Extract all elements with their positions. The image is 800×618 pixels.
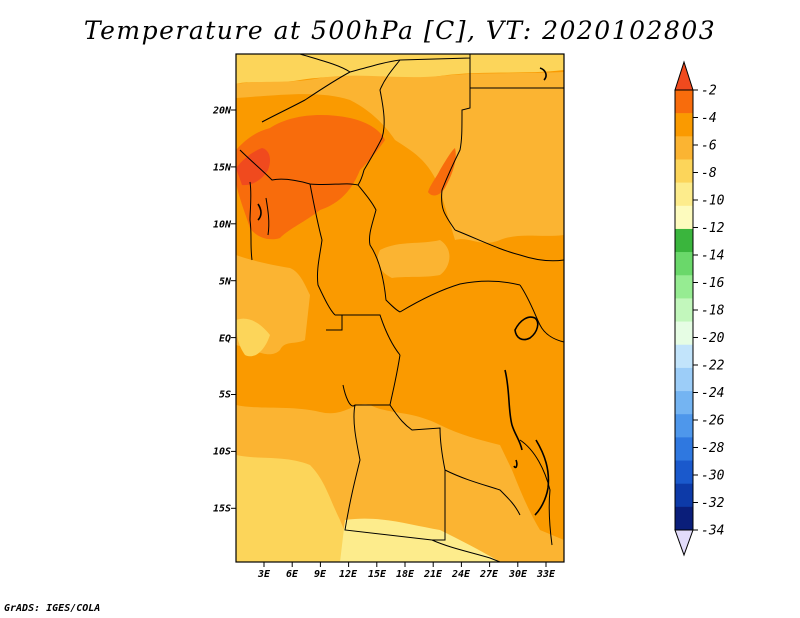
- colorbar-label: -4: [701, 111, 717, 126]
- colorbar-segment: [675, 321, 693, 346]
- colorbar-label: -6: [701, 139, 717, 154]
- lat-label-15N: 15N: [213, 163, 232, 174]
- colorbar-segment: [675, 182, 693, 207]
- colorbar-label: -10: [701, 194, 725, 209]
- colorbar-segment: [675, 391, 693, 415]
- colorbar-label: -24: [701, 386, 724, 401]
- colorbar-segment: [675, 205, 693, 230]
- colorbar-segment: [675, 460, 693, 484]
- temperature-field: [236, 54, 564, 562]
- lon-label-15E: 15E: [368, 569, 387, 580]
- colorbar-label: -26: [701, 414, 725, 429]
- colorbar-segment: [675, 90, 693, 114]
- lon-label-6E: 6E: [286, 569, 299, 580]
- colorbar-label: -32: [701, 496, 725, 511]
- colorbar-segment: [675, 437, 693, 461]
- colorbar-label: -20: [701, 331, 725, 346]
- colorbar-label: -30: [701, 469, 725, 484]
- colorbar-segment: [675, 159, 693, 183]
- colorbar-segment: [675, 344, 693, 369]
- lakes: [257, 67, 550, 516]
- map-title: Temperature at 500hPa [C], VT: 202010280…: [83, 16, 717, 45]
- longitude-axis: 3E 6E 9E 12E 15E 18E 21E 24E 27E 30E 33E: [257, 569, 556, 580]
- colorbar-segment: [675, 483, 693, 508]
- lon-label-33E: 33E: [536, 569, 556, 580]
- colorbar-label: -2: [701, 84, 717, 99]
- colorbar-segment: [675, 414, 693, 438]
- lat-label-15S: 15S: [213, 504, 231, 515]
- colorbar-label: -12: [701, 221, 725, 236]
- colorbar-label: -18: [701, 304, 725, 319]
- colorbar-label: -34: [701, 524, 724, 539]
- country-boundaries: [239, 54, 564, 562]
- colorbar-bottom-arrow: [674, 529, 694, 557]
- lat-label-10S: 10S: [213, 447, 231, 458]
- colorbar-top-arrow: [674, 60, 694, 91]
- lon-label-30E: 30E: [508, 569, 528, 580]
- colorbar-segment: [675, 506, 693, 531]
- lat-label-5S: 5S: [219, 390, 231, 401]
- lon-label-27E: 27E: [479, 569, 499, 580]
- colorbar-label: -22: [701, 359, 725, 374]
- lat-label-10N: 10N: [213, 220, 232, 231]
- lon-label-24E: 24E: [451, 569, 471, 580]
- latitude-axis: 20N 15N 10N 5N EQ 5S 10S 15S: [212, 106, 232, 515]
- colorbar-label: -14: [701, 249, 724, 264]
- colorbar-label: -16: [701, 276, 725, 291]
- map-frame: [235, 53, 565, 563]
- colorbar-segment: [675, 252, 693, 276]
- colorbar-segment: [675, 367, 693, 392]
- credit-label: GrADS: IGES/COLA: [4, 603, 101, 614]
- colorbar-label: -28: [701, 441, 725, 456]
- lon-label-18E: 18E: [396, 569, 415, 580]
- lon-label-12E: 12E: [339, 569, 358, 580]
- lon-label-21E: 21E: [423, 569, 443, 580]
- colorbar-segment: [675, 275, 693, 299]
- lat-label-EQ: EQ: [219, 334, 231, 345]
- lon-label-3E: 3E: [257, 569, 271, 580]
- colorbar: -2 -4 -6 -8 -10 -12 -14 -16 -18 -20 -22 -24 -26 -28 -3…: [674, 60, 725, 557]
- lon-label-9E: 9E: [314, 569, 327, 580]
- colorbar-segment: [675, 113, 693, 137]
- colorbar-segment: [675, 136, 693, 160]
- lat-label-5N: 5N: [219, 277, 232, 288]
- longitude-ticks: [263, 562, 547, 567]
- colorbar-segment: [675, 298, 693, 322]
- colorbar-label: -8: [701, 166, 717, 181]
- lat-label-20N: 20N: [212, 106, 232, 117]
- colorbar-segment: [675, 228, 693, 253]
- latitude-ticks: [231, 109, 236, 509]
